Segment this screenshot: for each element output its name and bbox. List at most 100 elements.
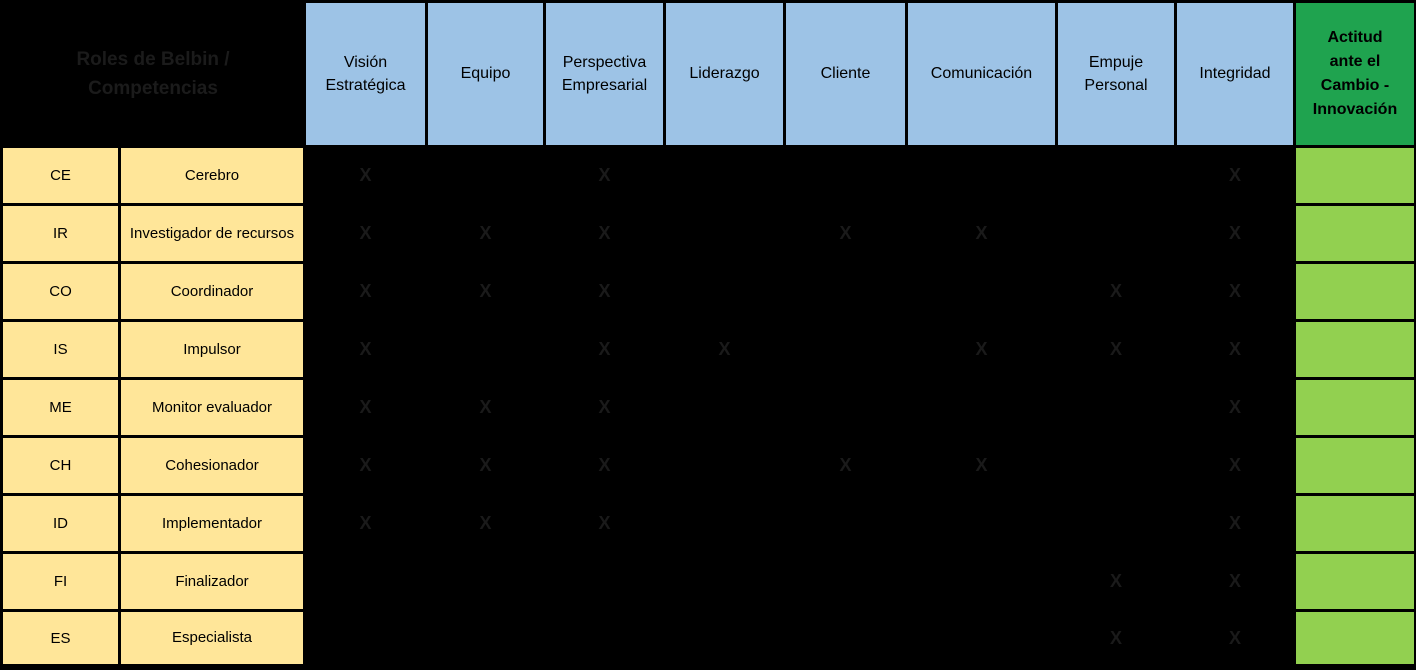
mark-cell-empty (663, 377, 786, 438)
innovation-cell (1293, 493, 1416, 554)
role-code-cell: CH (0, 435, 121, 496)
mark-cell-x: X (1174, 203, 1296, 264)
mark-cell-empty (303, 609, 428, 667)
mark-cell-x: X (303, 435, 428, 496)
mark-cell-x: X (543, 203, 666, 264)
header-row: Roles de Belbin / Competencias Visión Es… (0, 0, 1416, 148)
role-name-cell: Finalizador (118, 551, 306, 612)
column-header-label: Equipo (460, 65, 511, 83)
mark-cell-x: X (905, 319, 1058, 380)
role-code-cell: FI (0, 551, 121, 612)
column-header-label: Comunicación (930, 65, 1033, 83)
mark-cell-empty (905, 145, 1058, 206)
role-code-cell: IR (0, 203, 121, 264)
mark-cell-empty (663, 145, 786, 206)
mark-cell-empty (663, 435, 786, 496)
column-header-label: Liderazgo (689, 65, 760, 83)
innovation-cell (1293, 261, 1416, 322)
mark-cell-empty (663, 493, 786, 554)
column-header-label: Cliente (820, 65, 871, 83)
mark-cell-x: X (425, 377, 546, 438)
mark-cell-empty (663, 203, 786, 264)
mark-cell-x: X (1174, 145, 1296, 206)
table-row-ME: ME Monitor evaluador X X X X (0, 377, 1416, 438)
mark-cell-empty (1055, 435, 1177, 496)
mark-cell-x: X (1055, 261, 1177, 322)
mark-cell-x: X (543, 261, 666, 322)
mark-cell-x: X (783, 435, 908, 496)
mark-cell-empty (783, 319, 908, 380)
table-row-FI: FI Finalizador X X (0, 551, 1416, 612)
mark-cell-x: X (1174, 435, 1296, 496)
column-header-5: Cliente (783, 0, 908, 148)
table-title: Roles de Belbin / Competencias (76, 48, 230, 99)
innovation-cell (1293, 377, 1416, 438)
column-header-9: Actitud ante el Cambio - Innovación (1293, 0, 1416, 148)
column-header-label: Visión Estratégica (325, 53, 406, 94)
mark-cell-x: X (543, 145, 666, 206)
role-name-cell: Implementador (118, 493, 306, 554)
mark-cell-x: X (303, 203, 428, 264)
mark-cell-x: X (663, 319, 786, 380)
mark-cell-x: X (425, 203, 546, 264)
mark-cell-empty (425, 609, 546, 667)
mark-cell-empty (663, 609, 786, 667)
column-header-7: Empuje Personal (1055, 0, 1177, 148)
mark-cell-empty (543, 551, 666, 612)
matrix-body: CE Cerebro X X X IR Investigador de recursos X X… (0, 145, 1416, 667)
column-header-3: Perspectiva Empresarial (543, 0, 666, 148)
mark-cell-empty (905, 377, 1058, 438)
mark-cell-empty (303, 551, 428, 612)
mark-cell-x: X (905, 435, 1058, 496)
column-header-1: Visión Estratégica (303, 0, 428, 148)
mark-cell-x: X (425, 435, 546, 496)
mark-cell-x: X (303, 319, 428, 380)
mark-cell-x: X (905, 203, 1058, 264)
mark-cell-empty (905, 551, 1058, 612)
mark-cell-empty (905, 261, 1058, 322)
innovation-cell (1293, 551, 1416, 612)
mark-cell-empty (663, 551, 786, 612)
role-code-cell: CO (0, 261, 121, 322)
mark-cell-empty (783, 493, 908, 554)
mark-cell-x: X (303, 261, 428, 322)
mark-cell-x: X (543, 377, 666, 438)
table-row-CH: CH Cohesionador X X X X X X (0, 435, 1416, 496)
mark-cell-empty (905, 609, 1058, 667)
column-header-8: Integridad (1174, 0, 1296, 148)
mark-cell-empty (425, 551, 546, 612)
innovation-cell (1293, 145, 1416, 206)
role-name-cell: Especialista (118, 609, 306, 667)
innovation-cell (1293, 319, 1416, 380)
table-row-ES: ES Especialista X X (0, 609, 1416, 667)
mark-cell-empty (783, 609, 908, 667)
mark-cell-empty (905, 493, 1058, 554)
column-header-4: Liderazgo (663, 0, 786, 148)
mark-cell-x: X (543, 435, 666, 496)
role-code-cell: CE (0, 145, 121, 206)
mark-cell-x: X (1174, 319, 1296, 380)
mark-cell-empty (1055, 145, 1177, 206)
mark-cell-x: X (1174, 551, 1296, 612)
mark-cell-empty (1055, 377, 1177, 438)
mark-cell-empty (425, 145, 546, 206)
innovation-cell (1293, 435, 1416, 496)
mark-cell-empty (783, 551, 908, 612)
mark-cell-x: X (1055, 319, 1177, 380)
mark-cell-x: X (1174, 493, 1296, 554)
matrix-header: Roles de Belbin / Competencias Visión Es… (0, 0, 1416, 148)
mark-cell-x: X (303, 145, 428, 206)
mark-cell-x: X (1055, 551, 1177, 612)
innovation-cell (1293, 203, 1416, 264)
mark-cell-x: X (1174, 377, 1296, 438)
role-name-cell: Investigador de recursos (118, 203, 306, 264)
role-name-cell: Cohesionador (118, 435, 306, 496)
role-code-cell: ID (0, 493, 121, 554)
mark-cell-x: X (425, 493, 546, 554)
role-code-cell: ES (0, 609, 121, 667)
mark-cell-empty (1055, 203, 1177, 264)
table-row-IR: IR Investigador de recursos X X X X X X (0, 203, 1416, 264)
role-name-cell: Monitor evaluador (118, 377, 306, 438)
